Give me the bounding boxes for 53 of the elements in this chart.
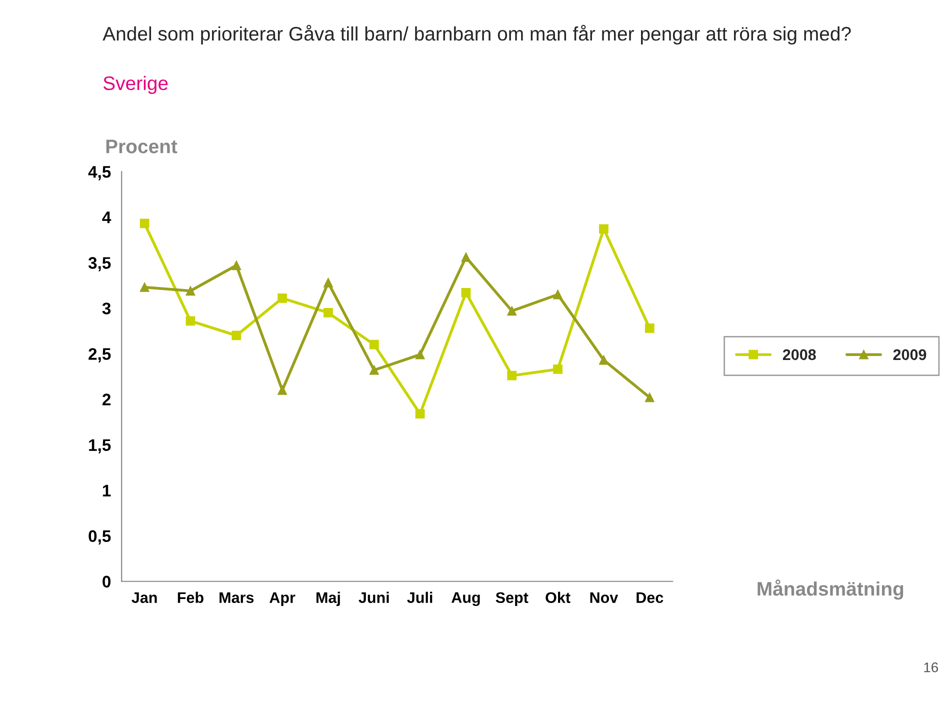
x-tick-label: Aug — [452, 592, 480, 606]
x-tick-label: Okt — [546, 592, 570, 604]
point — [369, 365, 379, 375]
y-axis-title: Procent — [106, 140, 178, 154]
point — [461, 288, 471, 298]
text: 16 — [924, 662, 938, 672]
point — [553, 364, 562, 374]
point — [461, 252, 471, 262]
point — [507, 306, 517, 316]
point — [324, 308, 333, 318]
point — [369, 340, 379, 350]
point — [599, 355, 608, 365]
x-tick-label: Juli — [407, 592, 432, 604]
y-tick-label: 2,5 — [88, 348, 111, 362]
point — [278, 293, 287, 303]
x-tick-label: Maj — [316, 592, 340, 606]
legend-label: 2009 — [893, 349, 926, 360]
point — [415, 409, 425, 419]
point — [553, 290, 562, 300]
y-tick-label: 4 — [102, 212, 112, 224]
x-axis-title: Månadsmätning — [758, 580, 904, 600]
point — [415, 350, 425, 360]
legend-label: 2008 — [782, 349, 816, 360]
y-tick-label: 0 — [102, 576, 110, 588]
x-tick-label: Mars — [220, 592, 254, 604]
y-tick-label: 3 — [102, 302, 111, 314]
point — [140, 218, 150, 228]
chart-subtitle: Sverige — [103, 76, 168, 94]
point — [599, 224, 608, 234]
x-tick-label: Apr — [270, 592, 296, 606]
point — [278, 385, 287, 395]
point — [232, 330, 242, 340]
y-tick-label: 2 — [102, 394, 111, 406]
y-tick-label: 1,5 — [89, 439, 111, 454]
x-tick-label: Sept — [496, 592, 528, 606]
x-tick-label: Feb — [178, 592, 204, 604]
point — [186, 316, 196, 326]
point — [324, 278, 333, 288]
point — [644, 392, 654, 402]
point — [507, 370, 517, 380]
y-tick-label: 4,5 — [88, 166, 111, 180]
y-tick-label: 3,5 — [88, 257, 111, 272]
x-tick-label: Nov — [590, 592, 618, 604]
point — [186, 286, 196, 296]
point — [644, 324, 654, 333]
x-tick-label: Jan — [132, 592, 157, 604]
point — [140, 282, 150, 292]
y-tick-label: 1 — [102, 484, 111, 496]
y-tick-label: 0,5 — [88, 530, 111, 544]
chart-title: Andel som prioriterar Gåva till barn/ barnbarn om man får mer pengar att röra sig med? — [102, 24, 851, 45]
point — [232, 260, 242, 270]
x-tick-label: Juni — [358, 592, 389, 604]
x-tick-label: Dec — [636, 592, 664, 604]
